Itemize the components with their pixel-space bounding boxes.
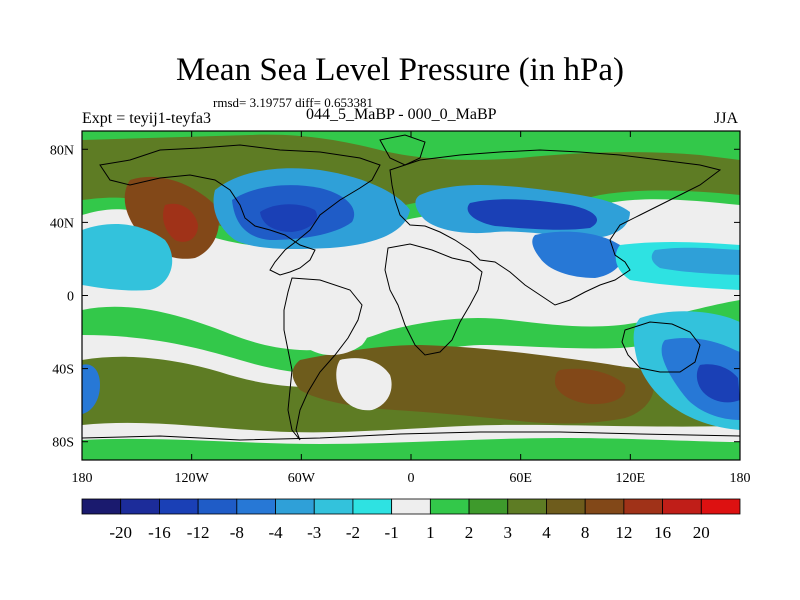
colorbar-swatch: [352, 498, 393, 515]
colorbar-label: -12: [187, 523, 210, 542]
colorbar-swatch: [546, 498, 586, 515]
colorbar-label: 12: [615, 523, 632, 542]
colorbar-swatch: [120, 498, 160, 515]
colorbar-label: -8: [230, 523, 244, 542]
period-label: 044_5_MaBP - 000_0_MaBP: [306, 106, 497, 123]
region-pacific-high-core: [163, 203, 198, 242]
map-field: [82, 131, 740, 460]
colorbar-swatch: [584, 498, 625, 515]
experiment-label: Expt = teyij1-teyfa3: [82, 110, 211, 127]
colorbar-swatch: [391, 498, 431, 515]
colorbar-label: 16: [654, 523, 671, 542]
coast-australia: [621, 321, 701, 373]
colorbar-label: 2: [465, 523, 474, 542]
region-na-low-deep: [260, 204, 318, 232]
y-tick-label: 40S: [52, 363, 74, 378]
coast-north-america: [99, 144, 381, 276]
region-epac-blue: [651, 247, 740, 275]
colorbar-swatch: [236, 498, 276, 515]
colorbar-label: -1: [385, 523, 399, 542]
colorbar-swatch: [429, 498, 470, 515]
colorbar-label: 3: [504, 523, 513, 542]
y-tick-label: 0: [67, 290, 74, 305]
colorbar-swatch: [507, 498, 547, 515]
colorbar-label: 8: [581, 523, 590, 542]
y-tick-label: 80S: [52, 436, 74, 451]
season-label: JJA: [714, 110, 739, 127]
colorbar-label: 4: [542, 523, 551, 542]
colorbar-swatch: [700, 498, 741, 515]
chart-title: Mean Sea Level Pressure (in hPa): [175, 52, 625, 88]
region-west-low: [82, 364, 100, 414]
colorbar-swatch: [81, 498, 122, 515]
y-tick-label: 40N: [50, 216, 74, 231]
colorbar-swatch: [159, 498, 199, 515]
x-tick-label: 60W: [288, 471, 316, 486]
colorbar-swatch: [275, 498, 315, 515]
x-axis: 180 120W 60W 0 60E 120E 180: [72, 131, 751, 486]
coast-south-america: [283, 277, 363, 441]
colorbar-swatch: [468, 498, 509, 515]
coast-greenland: [379, 134, 426, 166]
colorbar-swatch: [623, 498, 663, 515]
colorbar-swatch: [662, 498, 702, 515]
y-axis: 80N 40N 0 40S 80S: [50, 143, 740, 451]
x-tick-label: 120E: [616, 471, 646, 486]
coastlines: [82, 134, 740, 441]
region-eastasia-low: [532, 231, 624, 278]
region-southern-brown-core: [555, 368, 626, 405]
colorbar-swatch: [197, 498, 238, 515]
x-tick-label: 120W: [175, 471, 210, 486]
coast-africa: [384, 243, 483, 356]
colorbar-label: -2: [346, 523, 360, 542]
x-tick-label: 0: [408, 471, 415, 486]
colorbar-label: 20: [693, 523, 710, 542]
region-epac-cyan: [82, 224, 173, 291]
x-tick-label: 60E: [509, 471, 532, 486]
colorbar-label: 1: [426, 523, 435, 542]
region-asia-low-core: [467, 199, 598, 230]
x-tick-label: 180: [730, 471, 751, 486]
region-aus-deep: [696, 364, 740, 403]
region-antarctic-green: [82, 438, 740, 460]
colorbar-label: -3: [307, 523, 321, 542]
colorbar-label: -16: [148, 523, 171, 542]
colorbar: -20 -16 -12 -8 -4 -3 -2 -1 1 2 3 4 8 12 16 20: [81, 498, 741, 542]
colorbar-label: -4: [268, 523, 283, 542]
y-tick-label: 80N: [50, 143, 74, 158]
x-tick-label: 180: [72, 471, 93, 486]
colorbar-swatch: [313, 498, 354, 515]
stats-text: rmsd= 3.19757 diff= 0.653381: [213, 95, 373, 110]
region-atlantic-white: [336, 358, 392, 411]
coast-antarctica: [82, 431, 740, 441]
colorbar-label: -20: [109, 523, 132, 542]
coast-europe-asia: [389, 149, 722, 306]
